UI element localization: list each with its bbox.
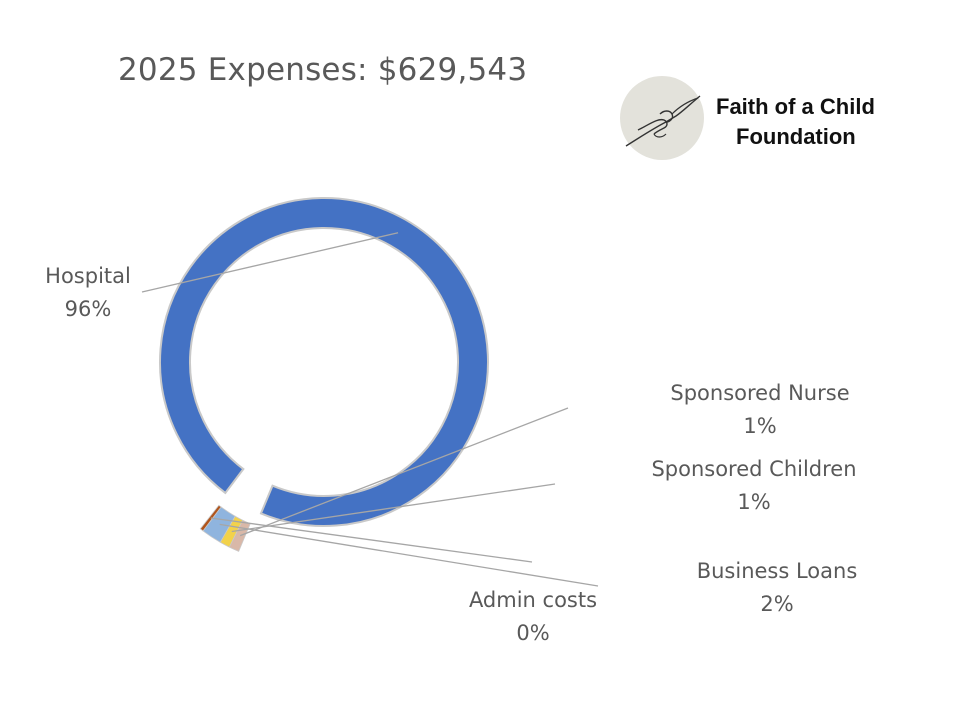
label-hospital: Hospital bbox=[45, 264, 131, 288]
leader-line-admin-costs bbox=[210, 517, 533, 563]
foundation-name: Faith of a Child Foundation bbox=[716, 92, 936, 152]
leader-line-hospital bbox=[141, 232, 399, 293]
chart-title: 2025 Expenses: $629,543 bbox=[118, 52, 528, 88]
value-label-admin-costs: 0% bbox=[516, 621, 549, 645]
label-business-loans: Business Loans bbox=[697, 559, 858, 583]
value-label-sponsored-children: 1% bbox=[737, 490, 770, 514]
foundation-name-line1: Faith of a Child bbox=[716, 94, 875, 119]
label-sponsored-nurse: Sponsored Nurse bbox=[670, 381, 849, 405]
value-label-sponsored-nurse: 1% bbox=[743, 414, 776, 438]
slice-hospital bbox=[159, 197, 489, 527]
value-label-hospital: 96% bbox=[65, 297, 112, 321]
leader-line-sponsored-nurse bbox=[239, 407, 569, 537]
value-label-business-loans: 2% bbox=[760, 592, 793, 616]
label-admin-costs: Admin costs bbox=[469, 588, 597, 612]
foundation-logo: Faith of a Child Foundation bbox=[620, 76, 920, 166]
hands-reaching-icon bbox=[620, 76, 704, 160]
slice-admin-costs bbox=[199, 504, 222, 532]
label-sponsored-children: Sponsored Children bbox=[651, 457, 856, 481]
leader-line-sponsored-children bbox=[231, 483, 556, 533]
foundation-name-line2: Foundation bbox=[736, 124, 856, 149]
leader-line-business-loans bbox=[219, 523, 599, 587]
